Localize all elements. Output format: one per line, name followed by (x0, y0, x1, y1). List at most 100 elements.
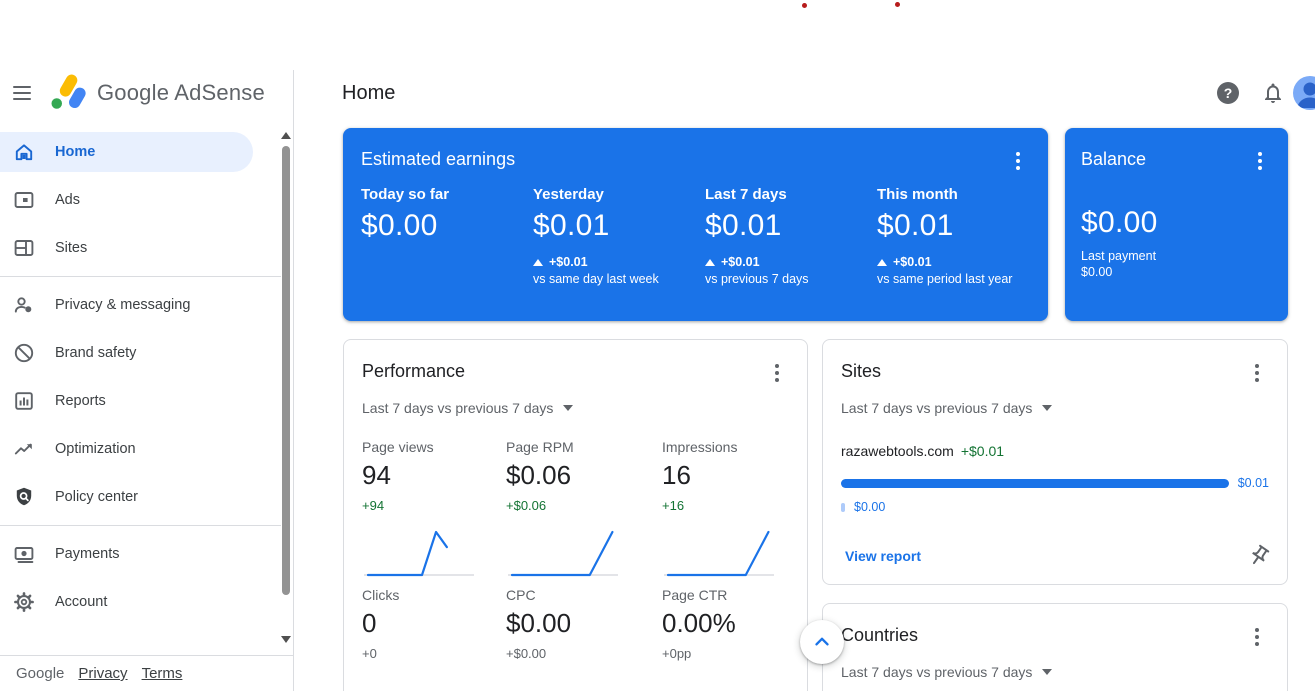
date-range-dropdown[interactable]: Last 7 days vs previous 7 days (362, 400, 574, 416)
sidebar-item-label: Ads (55, 192, 80, 208)
earnings-column-yesterday: Yesterday $0.01 +$0.01 vs same day last … (533, 186, 659, 286)
red-dot (802, 3, 807, 8)
sidebar-footer: Google Privacy Terms (0, 655, 293, 691)
earnings-column-today: Today so far $0.00 (361, 186, 450, 242)
metric-clicks: Clicks 0 +0 (362, 587, 400, 661)
privacy-link[interactable]: Privacy (78, 665, 128, 682)
more-options-icon[interactable] (765, 361, 789, 385)
scroll-to-top-button[interactable] (800, 620, 844, 664)
chevron-down-icon (1042, 669, 1053, 675)
site-bar-current-track (841, 478, 1229, 488)
sidebar-item-label: Optimization (55, 441, 136, 457)
optimization-icon (12, 437, 36, 461)
increase-arrow-icon (533, 258, 543, 266)
notifications-bell-icon[interactable] (1261, 81, 1285, 105)
card-title: Performance (362, 361, 466, 381)
policy-center-icon (12, 485, 36, 509)
site-bar-current (841, 478, 1229, 488)
sidebar-item-brand-safety[interactable]: Brand safety (0, 329, 281, 377)
more-options-icon[interactable] (1245, 625, 1269, 649)
sidebar-item-home[interactable]: Home (0, 132, 253, 172)
page-title: Home (342, 82, 396, 104)
scrollbar-down-icon[interactable] (281, 636, 291, 643)
sidebar-section-divider (0, 525, 281, 526)
metric-impressions: Impressions 16 +16 (662, 439, 738, 513)
countries-card: Countries Last 7 days vs previous 7 days (822, 603, 1288, 691)
sidebar-item-label: Payments (55, 546, 120, 562)
user-avatar[interactable] (1293, 76, 1315, 110)
sidebar-section-divider (0, 276, 281, 277)
sites-icon (12, 236, 36, 260)
increase-arrow-icon (705, 258, 715, 266)
card-title: Countries (841, 625, 919, 645)
red-dot (895, 2, 900, 7)
pin-icon[interactable] (1247, 544, 1271, 568)
sidebar-item-label: Brand safety (55, 345, 137, 361)
site-domain: razawebtools.com (841, 443, 954, 459)
sidebar-item-label: Sites (55, 240, 88, 256)
sidebar-item-reports[interactable]: Reports (0, 377, 281, 425)
last-payment-value: $0.00 (1081, 265, 1113, 279)
sidebar-item-account[interactable]: Account (0, 578, 281, 626)
site-row: razawebtools.com +$0.01 (841, 443, 1269, 459)
reports-icon (12, 389, 36, 413)
card-title: Balance (1081, 149, 1147, 169)
help-icon[interactable]: ? (1217, 82, 1239, 104)
view-report-link[interactable]: View report (845, 548, 921, 564)
sidebar-item-optimization[interactable]: Optimization (0, 425, 281, 473)
site-bar-previous (841, 502, 845, 512)
sidebar-item-policy-center[interactable]: Policy center (0, 473, 281, 521)
menu-icon[interactable] (10, 81, 34, 105)
chevron-down-icon (563, 405, 574, 411)
performance-card: Performance Last 7 days vs previous 7 da… (343, 339, 808, 691)
sidebar-nav: Home Ads Sites Privacy & messaging (0, 128, 281, 626)
earnings-column-month: This month $0.01 +$0.01 vs same period l… (877, 186, 1013, 286)
ads-icon (12, 188, 36, 212)
sidebar-item-payments[interactable]: Payments (0, 530, 281, 578)
scrollbar-thumb[interactable] (282, 146, 290, 595)
home-icon (12, 140, 36, 164)
sidebar-item-label: Privacy & messaging (55, 297, 191, 313)
impressions-sparkline-chart (664, 530, 774, 577)
privacy-messaging-icon (12, 293, 36, 317)
more-options-icon[interactable] (1006, 149, 1030, 173)
sidebar-item-label: Home (55, 144, 96, 160)
metric-cpc: CPC $0.00 +$0.00 (506, 587, 572, 661)
terms-link[interactable]: Terms (141, 665, 183, 682)
last-payment-label: Last payment (1081, 249, 1157, 263)
chevron-up-icon (815, 637, 829, 646)
more-options-icon[interactable] (1248, 149, 1272, 173)
sites-card: Sites Last 7 days vs previous 7 days raz… (822, 339, 1288, 585)
site-bar-previous-value: $0.00 (854, 500, 886, 514)
sidebar-item-label: Policy center (55, 489, 139, 505)
sidebar-item-label: Reports (55, 393, 106, 409)
date-range-dropdown[interactable]: Last 7 days vs previous 7 days (841, 400, 1053, 416)
google-footer-label: Google (16, 665, 65, 682)
sidebar-item-ads[interactable]: Ads (0, 176, 281, 224)
metric-page-views: Page views 94 +94 (362, 439, 434, 513)
sidebar-item-privacy-messaging[interactable]: Privacy & messaging (0, 281, 281, 329)
brand-text: Google AdSense (97, 80, 265, 105)
earnings-column-last7: Last 7 days $0.01 +$0.01 vs previous 7 d… (705, 186, 809, 286)
date-range-dropdown[interactable]: Last 7 days vs previous 7 days (841, 664, 1053, 680)
more-options-icon[interactable] (1245, 361, 1269, 385)
estimated-earnings-card: Estimated earnings Today so far $0.00 Ye… (343, 128, 1048, 321)
account-gear-icon (12, 590, 36, 614)
rpm-sparkline-chart (508, 530, 618, 577)
balance-card: Balance $0.00 Last payment $0.00 (1065, 128, 1288, 321)
card-title: Sites (841, 361, 882, 381)
brand-safety-icon (12, 341, 36, 365)
scrollbar-up-icon[interactable] (281, 132, 291, 139)
card-title: Estimated earnings (361, 149, 516, 169)
payments-icon (12, 542, 36, 566)
chevron-down-icon (1042, 405, 1053, 411)
site-delta: +$0.01 (960, 443, 1005, 459)
increase-arrow-icon (877, 258, 887, 266)
adsense-logo-icon[interactable] (48, 72, 90, 114)
metric-page-rpm: Page RPM $0.06 +$0.06 (506, 439, 574, 513)
pageviews-sparkline-chart (364, 530, 474, 577)
sidebar-divider (293, 70, 294, 691)
sidebar-item-sites[interactable]: Sites (0, 224, 281, 272)
sidebar-scrollbar[interactable] (281, 128, 292, 647)
